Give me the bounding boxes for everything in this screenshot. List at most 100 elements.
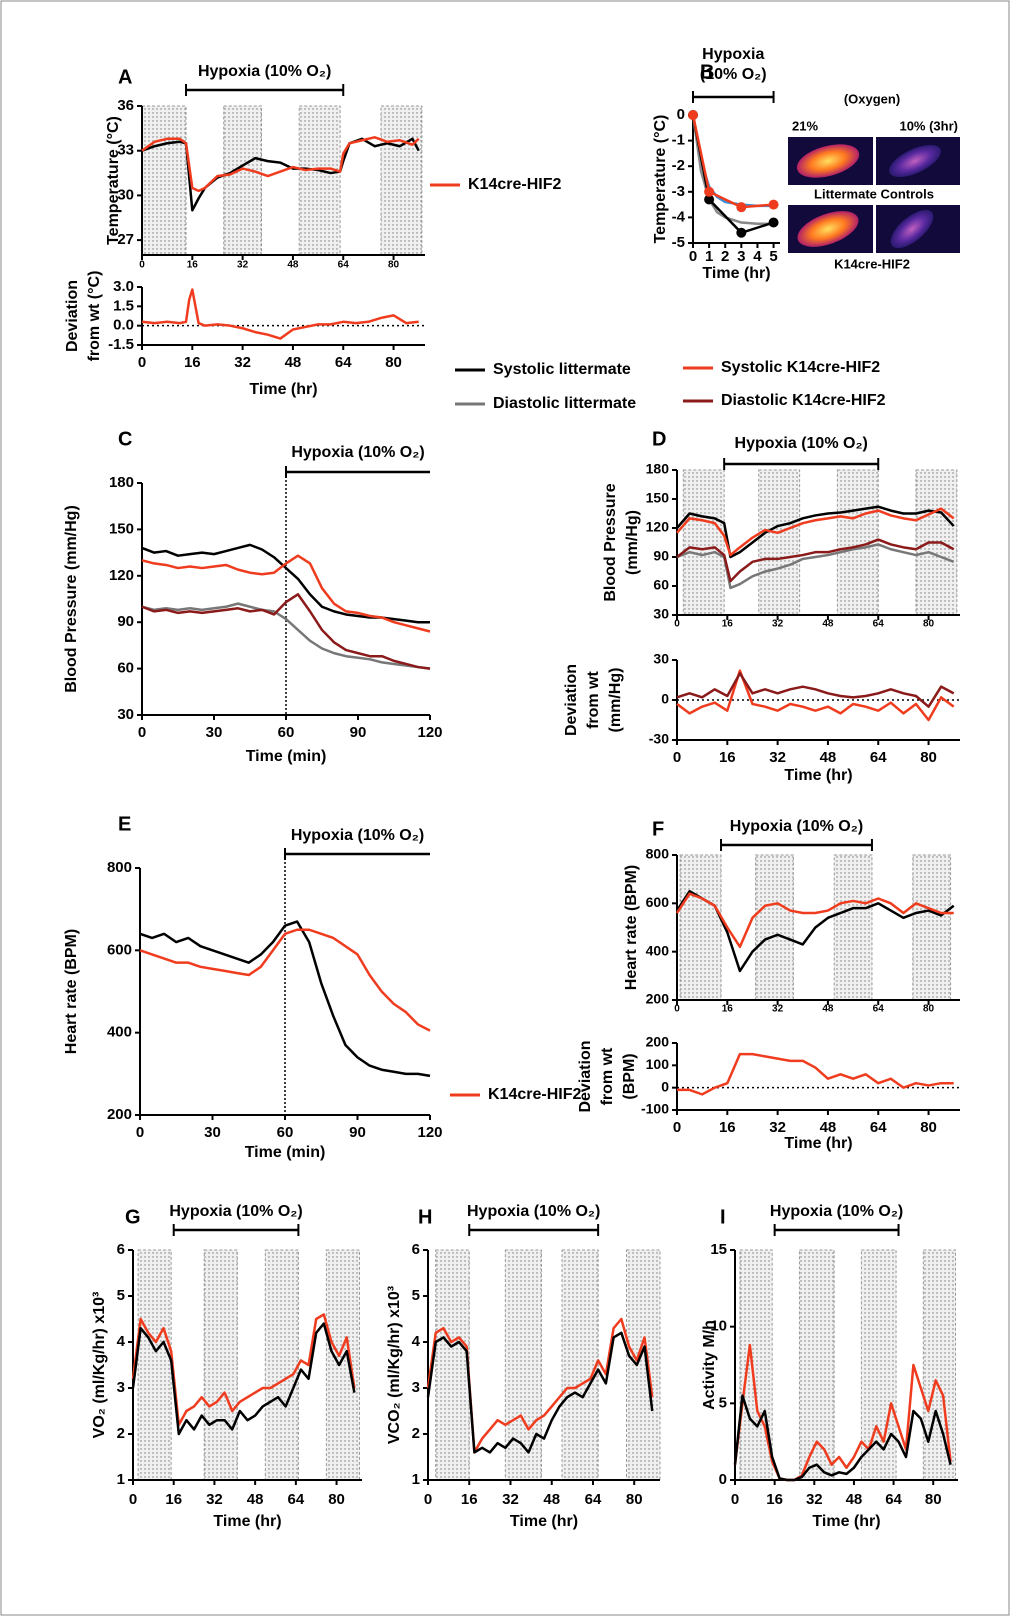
series-line: [426, 1331, 654, 1454]
series-line: [131, 1313, 356, 1427]
y-axis-label: from wt: [599, 1047, 616, 1105]
panel-label: F: [652, 818, 664, 840]
y-tick-label: -4: [672, 208, 686, 225]
hypoxia-label: Hypoxia (10% O₂): [735, 435, 868, 452]
dark-period: [755, 854, 794, 1001]
y-axis-label: from wt: [585, 670, 602, 728]
dark-period: [325, 1249, 360, 1481]
x-axis-label: Time (hr): [784, 767, 852, 784]
series-line: [733, 1394, 952, 1482]
x-tick-label: 0: [731, 1491, 739, 1508]
y-tick-label: 150: [646, 490, 670, 506]
series-line: [141, 602, 431, 670]
y-tick-label: 5: [719, 1394, 727, 1411]
series-line: [676, 505, 955, 559]
x-tick-label: 48: [285, 354, 302, 371]
y-tick-label: 3.0: [113, 278, 134, 295]
x-tick-label: 0: [674, 1004, 680, 1015]
dark-period: [264, 1249, 299, 1481]
x-tick-label: 16: [722, 619, 734, 630]
panel-label: G: [125, 1206, 141, 1228]
x-axis-label: Time (hr): [213, 1513, 281, 1530]
y-axis-label: Heart rate (BPM): [623, 865, 640, 990]
series-line: [426, 1317, 654, 1454]
dark-period: [833, 854, 873, 1001]
y-axis-label: Deviation: [563, 664, 580, 736]
legend-label: Diastolic K14cre-HIF2: [721, 392, 886, 409]
y-tick-label: 100: [646, 1056, 670, 1072]
y-tick-label: 30: [117, 186, 134, 203]
point: [768, 199, 779, 210]
x-tick-label: 16: [766, 1491, 783, 1508]
y-tick-label: 6: [412, 1241, 420, 1258]
x-tick-label: 0: [138, 724, 146, 741]
panel-label: E: [118, 813, 131, 835]
mouse: [890, 209, 934, 249]
legend-label: Systolic littermate: [493, 361, 631, 378]
x-tick-label: 64: [885, 1491, 902, 1508]
x-tick-label: 60: [277, 1124, 294, 1141]
x-axis-label: Time (hr): [249, 381, 317, 398]
series-line: [141, 554, 431, 633]
x-tick-label: 2: [721, 248, 729, 265]
series-line: [141, 593, 431, 670]
x-tick-label: 80: [923, 619, 935, 630]
y-axis-label: VO₂ (ml/Kg/hr) x10³: [91, 1292, 108, 1439]
x-tick-label: 90: [349, 1124, 366, 1141]
dark-period: [380, 105, 423, 256]
x-tick-label: 64: [288, 1491, 305, 1508]
y-axis-label: (BPM): [621, 1053, 638, 1099]
thermal-images: (Oxygen) 21% 10% (3hr) Littermate Contro…: [788, 91, 960, 271]
y-tick-label: 0.0: [113, 317, 134, 334]
point: [736, 202, 747, 213]
x-tick-label: 64: [338, 260, 350, 271]
x-tick-label: 64: [335, 354, 352, 371]
dark-period: [912, 854, 952, 1001]
x-tick-label: 120: [417, 1124, 442, 1141]
series-line: [675, 892, 954, 949]
y-tick-label: -3: [672, 183, 685, 200]
hypoxia-label: Hypoxia (10% O₂): [291, 444, 424, 461]
x-tick-label: 80: [328, 1491, 345, 1508]
y-tick-label: 4: [117, 1333, 126, 1350]
x-tick-label: 32: [772, 619, 784, 630]
y-axis-label: (mm/Hg): [607, 668, 624, 733]
x-tick-label: 32: [769, 1119, 786, 1136]
x-axis-label: Time (hr): [702, 265, 770, 282]
y-tick-label: 0: [661, 1078, 669, 1094]
dark-period: [137, 1249, 172, 1481]
dark-period: [223, 105, 262, 256]
x-tick-label: 1: [705, 248, 713, 265]
y-tick-label: -30: [649, 731, 669, 747]
x-tick-label: 48: [846, 1491, 863, 1508]
x-tick-label: 0: [674, 619, 680, 630]
x-tick-label: 64: [870, 749, 887, 766]
y-tick-label: 10: [710, 1318, 727, 1335]
x-tick-label: 16: [461, 1491, 478, 1508]
series-line: [691, 114, 774, 226]
x-tick-label: 60: [278, 724, 295, 741]
y-tick-label: 30: [653, 651, 669, 667]
x-tick-label: 16: [719, 749, 736, 766]
x-tick-label: 30: [206, 724, 223, 741]
legend-label: Diastolic littermate: [493, 395, 636, 412]
y-axis-label: Blood Pressure: [602, 483, 619, 601]
y-tick-label: -1.5: [108, 336, 134, 353]
x-axis-label: Time (hr): [784, 1135, 852, 1152]
y-tick-label: 5: [412, 1287, 420, 1304]
y-tick-label: 800: [646, 846, 670, 862]
x-tick-label: 48: [287, 260, 299, 271]
y-tick-label: 180: [109, 474, 134, 491]
hypoxia-label: Hypoxia (10% O₂): [169, 1203, 302, 1220]
dark-period: [922, 1249, 957, 1481]
x-tick-label: 64: [870, 1119, 887, 1136]
series-line: [675, 890, 955, 973]
dark-period: [141, 105, 187, 256]
series-line: [676, 669, 955, 722]
x-tick-label: 0: [673, 749, 681, 766]
series-line: [141, 136, 420, 193]
y-axis-label: Deviation: [64, 280, 81, 352]
series-line: [676, 507, 955, 557]
legend-label: Systolic K14cre-HIF2: [721, 359, 880, 376]
